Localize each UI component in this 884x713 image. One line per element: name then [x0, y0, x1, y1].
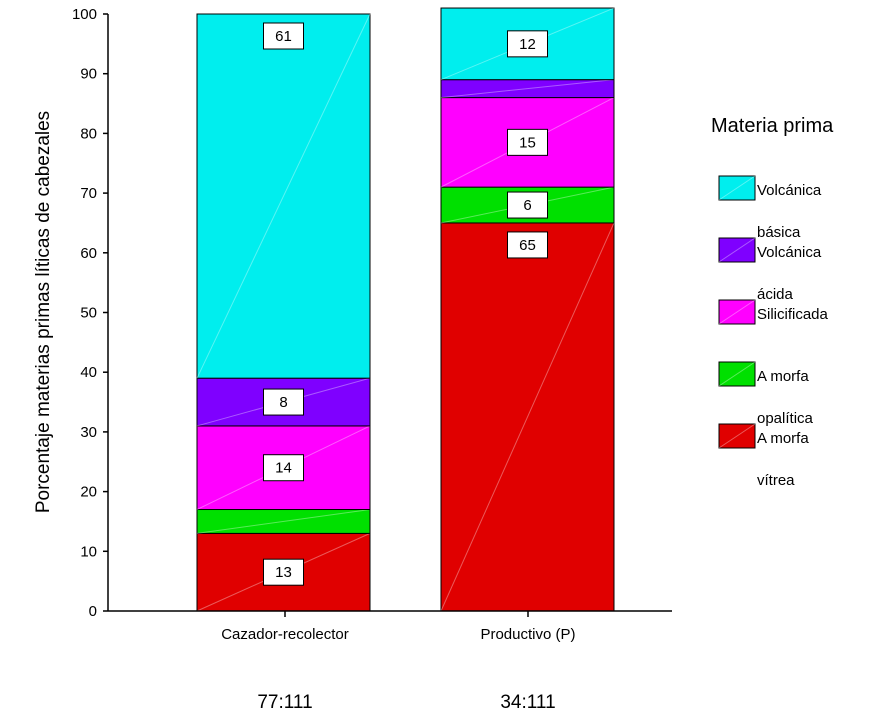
- data-label: 8: [279, 394, 287, 411]
- data-label: 61: [275, 28, 292, 45]
- sample-label: 34:111: [500, 692, 555, 713]
- legend-label: A morfa: [757, 430, 809, 447]
- data-label: 13: [275, 564, 292, 581]
- legend-label: A morfa: [757, 368, 809, 385]
- y-tick-label: 10: [80, 543, 97, 560]
- y-axis-label: Porcentaje materias primas líticas de ca…: [33, 111, 54, 513]
- legend-swatch: [718, 299, 756, 325]
- x-tick-label: Cazador-recolector: [221, 626, 349, 643]
- data-label: 14: [275, 460, 292, 477]
- sample-label: 77:111: [257, 692, 312, 713]
- y-tick-label: 80: [80, 125, 97, 142]
- y-tick-label: 60: [80, 245, 97, 262]
- legend-title: Materia prima: [711, 115, 834, 137]
- data-label-box: [507, 128, 548, 156]
- legend-label: básica: [757, 224, 801, 241]
- y-tick-label: 90: [80, 66, 97, 83]
- x-tick-label: Productivo (P): [480, 626, 575, 643]
- bar-segment-shine: [440, 222, 615, 612]
- y-tick-label: 0: [89, 603, 97, 620]
- legend-swatch-shine: [718, 361, 756, 387]
- bar-segment-shine: [440, 79, 615, 99]
- legend: Volcánica básica Volcánica ácida Silicificad…: [718, 175, 829, 489]
- data-label-box: [507, 30, 548, 58]
- plot-area: 13 14 8 61 65 6 15 12 0 10 20 30 40 50 60 70 80 90 100 Caza…: [72, 6, 672, 713]
- data-label: 6: [523, 197, 531, 214]
- y-tick-label: 40: [80, 364, 97, 381]
- legend-swatch-shine: [718, 175, 756, 201]
- data-label-box: [507, 231, 548, 259]
- legend-swatch: [718, 237, 756, 263]
- legend-label: ácida: [757, 286, 794, 303]
- data-label-box: [263, 558, 304, 586]
- data-label-box: [507, 191, 548, 219]
- y-tick-label: 70: [80, 185, 97, 202]
- data-label: 12: [519, 36, 536, 53]
- data-label-box: [263, 388, 304, 416]
- legend-swatch-shine: [718, 423, 756, 449]
- data-label: 65: [519, 237, 536, 254]
- y-tick-label: 30: [80, 424, 97, 441]
- bar-segment-shine: [196, 509, 371, 534]
- data-label: 15: [519, 134, 536, 151]
- bar-segment: [196, 13, 371, 379]
- data-label-box: [263, 22, 304, 50]
- y-tick-label: 50: [80, 305, 97, 322]
- legend-label: Volcánica: [757, 182, 822, 199]
- legend-label: Silicificada: [757, 306, 829, 323]
- legend-label: Volcánica: [757, 244, 822, 261]
- legend-swatch: [718, 361, 756, 387]
- legend-swatch-shine: [718, 299, 756, 325]
- legend-swatch-shine: [718, 237, 756, 263]
- legend-label: vítrea: [757, 472, 795, 489]
- data-label-box: [263, 454, 304, 482]
- y-tick-label: 100: [72, 6, 97, 23]
- y-tick-label: 20: [80, 484, 97, 501]
- bar-segment-shine: [196, 13, 371, 379]
- legend-swatch: [718, 175, 756, 201]
- legend-label: opalítica: [757, 410, 814, 427]
- legend-swatch: [718, 423, 756, 449]
